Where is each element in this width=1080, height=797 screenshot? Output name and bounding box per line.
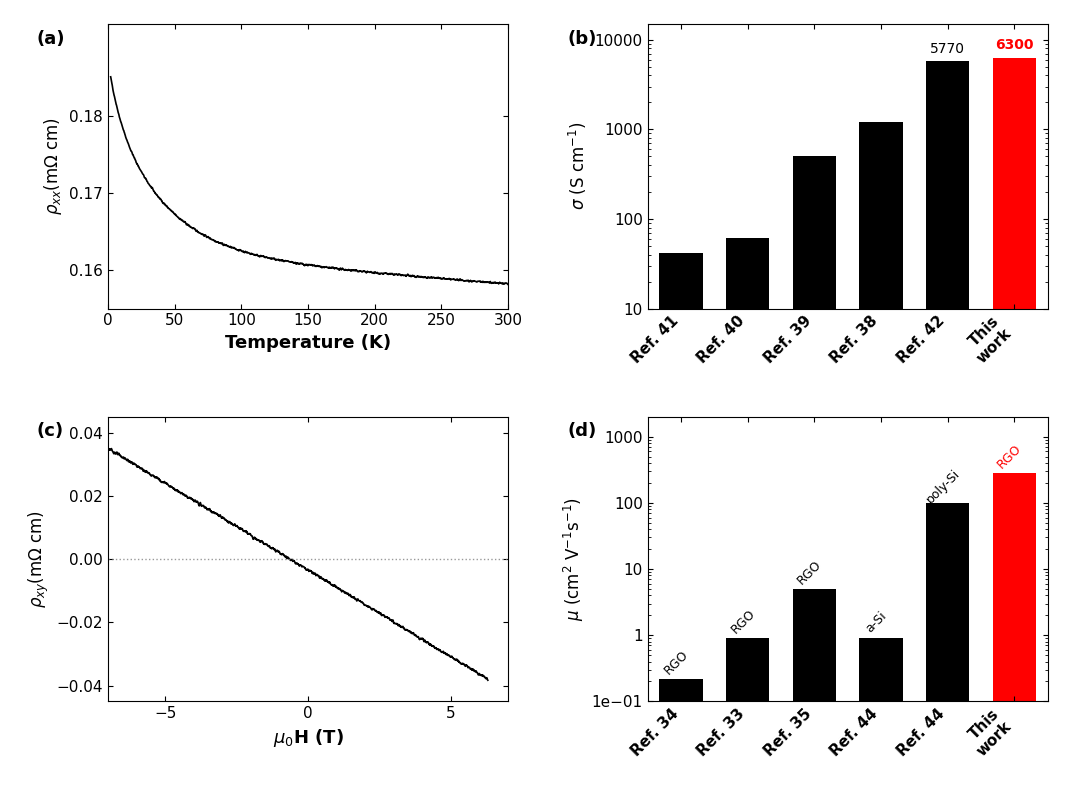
- Text: poly-Si: poly-Si: [923, 467, 962, 506]
- Text: RGO: RGO: [795, 558, 824, 587]
- Text: RGO: RGO: [995, 442, 1024, 472]
- Text: RGO: RGO: [662, 648, 691, 677]
- Text: (a): (a): [36, 29, 65, 48]
- Bar: [993, 473, 1036, 797]
- Bar: [660, 679, 703, 797]
- Bar: [993, 57, 1036, 797]
- Bar: [860, 122, 903, 797]
- Text: (d): (d): [568, 422, 597, 441]
- Text: (b): (b): [568, 29, 597, 48]
- Bar: [793, 589, 836, 797]
- Bar: [860, 638, 903, 797]
- Bar: [926, 503, 970, 797]
- Y-axis label: $\rho_{xx}$(m$\Omega$ cm): $\rho_{xx}$(m$\Omega$ cm): [42, 117, 64, 215]
- Y-axis label: $\rho_{xy}$(m$\Omega$ cm): $\rho_{xy}$(m$\Omega$ cm): [27, 510, 51, 608]
- Bar: [926, 61, 970, 797]
- Text: RGO: RGO: [729, 607, 758, 637]
- Text: 5770: 5770: [930, 41, 966, 56]
- X-axis label: Temperature (K): Temperature (K): [225, 334, 391, 352]
- Bar: [660, 253, 703, 797]
- Text: a-Si: a-Si: [863, 609, 890, 635]
- X-axis label: $\mu_0$H (T): $\mu_0$H (T): [272, 727, 343, 748]
- Text: (c): (c): [36, 422, 63, 441]
- Text: 6300: 6300: [995, 38, 1034, 53]
- Y-axis label: $\mu$ (cm$^2$ V$^{-1}$s$^{-1}$): $\mu$ (cm$^2$ V$^{-1}$s$^{-1}$): [562, 497, 586, 621]
- Bar: [726, 638, 769, 797]
- Bar: [793, 156, 836, 797]
- Y-axis label: $\sigma$ (S cm$^{-1}$): $\sigma$ (S cm$^{-1}$): [567, 122, 590, 210]
- Bar: [726, 238, 769, 797]
